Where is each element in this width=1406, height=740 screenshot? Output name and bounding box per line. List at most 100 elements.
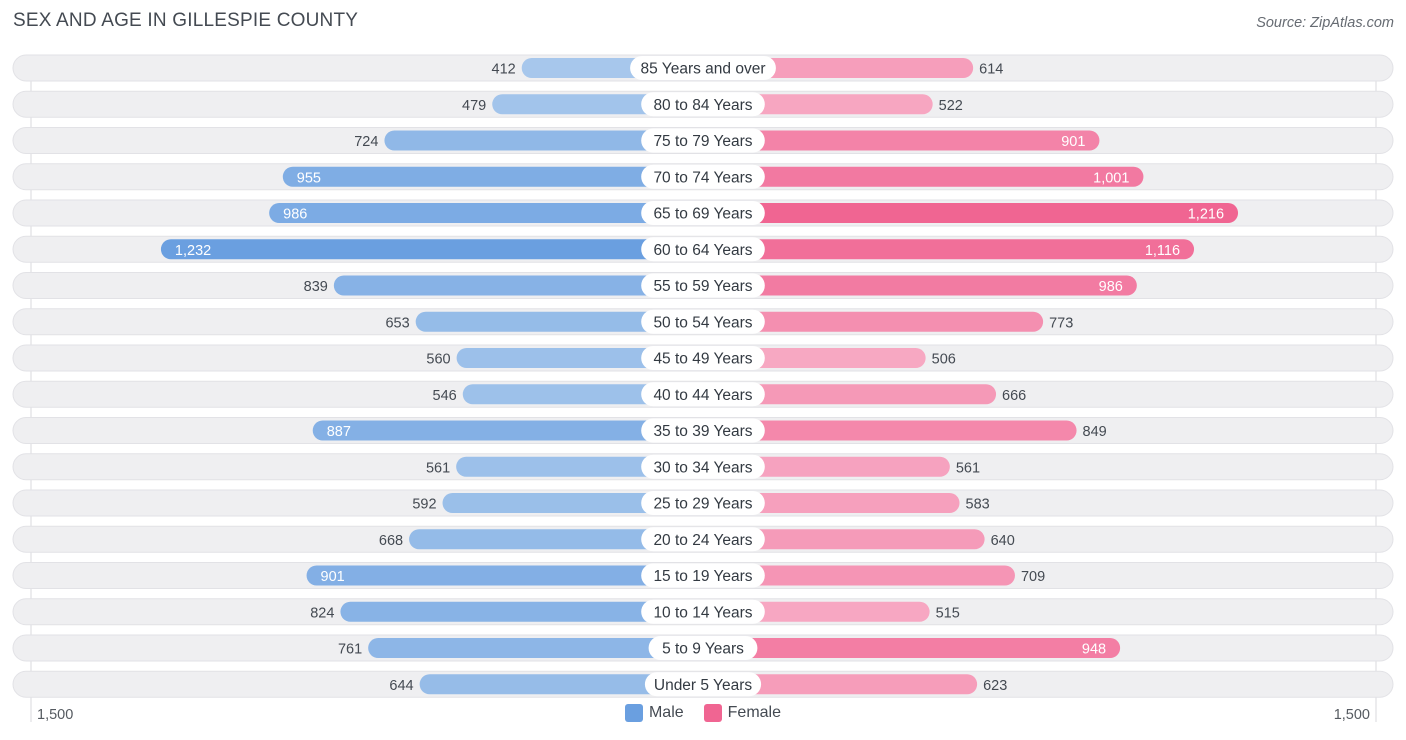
value-label-male: 824 bbox=[310, 605, 334, 621]
row-12: 25 to 29 Years 592 583 bbox=[12, 489, 1394, 517]
category-label: 35 to 39 Years bbox=[653, 423, 752, 440]
row-5: 60 to 64 Years 1,232 1,116 bbox=[12, 235, 1394, 263]
row-7: 50 to 54 Years 653 773 bbox=[12, 308, 1394, 336]
bar-female bbox=[693, 239, 1195, 260]
axis-label-right: 1,500 bbox=[1333, 707, 1370, 723]
category-label: 10 to 14 Years bbox=[653, 604, 752, 621]
value-label-female: 506 bbox=[932, 352, 956, 368]
bar-male bbox=[269, 203, 713, 223]
category-pill bbox=[641, 491, 765, 515]
category-label: 45 to 49 Years bbox=[653, 351, 752, 368]
category-pill bbox=[630, 56, 776, 80]
bar-male bbox=[282, 166, 713, 187]
bar-female bbox=[693, 311, 1044, 332]
category-pill bbox=[641, 237, 765, 262]
row-1: 80 to 84 Years 479 522 bbox=[12, 90, 1394, 118]
row-8: 45 to 49 Years 560 506 bbox=[12, 344, 1394, 372]
category-label: 30 to 34 Years bbox=[653, 459, 752, 476]
category-label: 75 to 79 Years bbox=[653, 133, 752, 150]
row-3: 70 to 74 Years 955 1,001 bbox=[12, 163, 1394, 191]
category-label: 15 to 19 Years bbox=[653, 568, 752, 585]
value-label-female: 1,116 bbox=[1145, 243, 1180, 259]
bar-male bbox=[312, 420, 713, 441]
bar-female bbox=[693, 384, 997, 405]
source-credit: Source: ZipAtlas.com bbox=[1256, 15, 1394, 31]
value-label-female: 901 bbox=[1061, 134, 1085, 150]
category-label: 5 to 9 Years bbox=[662, 641, 744, 658]
bar-male bbox=[384, 130, 713, 151]
bar-female bbox=[693, 420, 1077, 441]
row-17: Under 5 Years 644 623 bbox=[12, 670, 1394, 698]
value-label-male: 561 bbox=[426, 460, 450, 476]
bar-female bbox=[693, 166, 1144, 187]
value-label-female: 1,216 bbox=[1188, 207, 1224, 223]
value-label-male: 887 bbox=[327, 424, 351, 440]
bar-male bbox=[368, 638, 713, 658]
row-6: 55 to 59 Years 839 986 bbox=[12, 272, 1394, 299]
value-label-female: 666 bbox=[1002, 388, 1026, 404]
chart-title: SEX AND AGE IN GILLESPIE COUNTY bbox=[13, 10, 359, 31]
row-13: 20 to 24 Years 668 640 bbox=[12, 525, 1394, 553]
bar-male bbox=[409, 529, 713, 550]
bar-male bbox=[333, 275, 713, 296]
category-pill bbox=[641, 164, 765, 189]
legend-label-male: Male bbox=[648, 704, 684, 721]
value-label-female: 709 bbox=[1021, 569, 1045, 585]
bar-female bbox=[693, 529, 985, 550]
category-pill bbox=[641, 346, 765, 370]
value-label-male: 546 bbox=[433, 388, 457, 404]
category-label: 55 to 59 Years bbox=[653, 278, 752, 295]
category-pill bbox=[641, 128, 765, 153]
category-label: 20 to 24 Years bbox=[653, 532, 752, 549]
category-pill bbox=[641, 418, 765, 443]
value-label-female: 640 bbox=[991, 533, 1015, 549]
category-pill bbox=[648, 636, 758, 660]
category-pill bbox=[641, 309, 765, 334]
axis-label-left: 1,500 bbox=[37, 707, 74, 723]
legend-item-female[interactable]: Female bbox=[703, 704, 781, 722]
value-label-male: 839 bbox=[304, 279, 328, 295]
value-label-male: 412 bbox=[492, 62, 516, 78]
bar-female bbox=[693, 565, 1015, 586]
value-label-female: 515 bbox=[936, 605, 960, 621]
bar-male bbox=[306, 565, 713, 586]
row-16: 5 to 9 Years 761 948 bbox=[12, 634, 1394, 662]
row-0: 85 Years and over 412 614 bbox=[12, 54, 1394, 82]
bar-female bbox=[693, 130, 1100, 151]
row-11: 30 to 34 Years 561 561 bbox=[12, 453, 1394, 481]
category-pill bbox=[641, 599, 765, 624]
category-label: 25 to 29 Years bbox=[653, 496, 752, 513]
value-label-female: 1,001 bbox=[1093, 170, 1129, 186]
legend-swatch-female bbox=[703, 704, 722, 722]
bar-male bbox=[340, 601, 713, 622]
bar-male bbox=[160, 239, 714, 260]
row-9: 40 to 44 Years 546 666 bbox=[12, 380, 1394, 408]
value-label-female: 522 bbox=[939, 98, 963, 114]
category-pill bbox=[641, 382, 765, 407]
bar-male bbox=[415, 311, 713, 332]
value-label-male: 761 bbox=[338, 642, 362, 658]
category-label: 85 Years and over bbox=[641, 61, 766, 78]
value-label-male: 479 bbox=[462, 98, 486, 114]
value-label-male: 724 bbox=[354, 134, 378, 150]
category-label: 80 to 84 Years bbox=[653, 97, 752, 114]
value-label-female: 623 bbox=[983, 678, 1007, 694]
category-pill bbox=[641, 527, 765, 552]
value-label-female: 583 bbox=[966, 497, 990, 513]
value-label-female: 561 bbox=[956, 460, 980, 476]
value-label-male: 592 bbox=[412, 497, 436, 513]
category-pill bbox=[641, 563, 765, 588]
value-label-male: 653 bbox=[385, 315, 409, 331]
value-label-male: 560 bbox=[426, 352, 450, 368]
value-label-male: 1,232 bbox=[175, 243, 211, 259]
category-label: Under 5 Years bbox=[654, 677, 752, 694]
bar-male bbox=[419, 674, 713, 695]
legend-item-male[interactable]: Male bbox=[624, 704, 684, 722]
legend: Male Female bbox=[0, 704, 1406, 722]
value-label-male: 955 bbox=[297, 170, 321, 186]
value-label-female: 948 bbox=[1082, 642, 1106, 658]
row-14: 15 to 19 Years 901 709 bbox=[12, 562, 1394, 589]
value-label-female: 986 bbox=[1099, 279, 1123, 295]
row-2: 75 to 79 Years 724 901 bbox=[12, 127, 1394, 154]
category-label: 50 to 54 Years bbox=[653, 314, 752, 331]
